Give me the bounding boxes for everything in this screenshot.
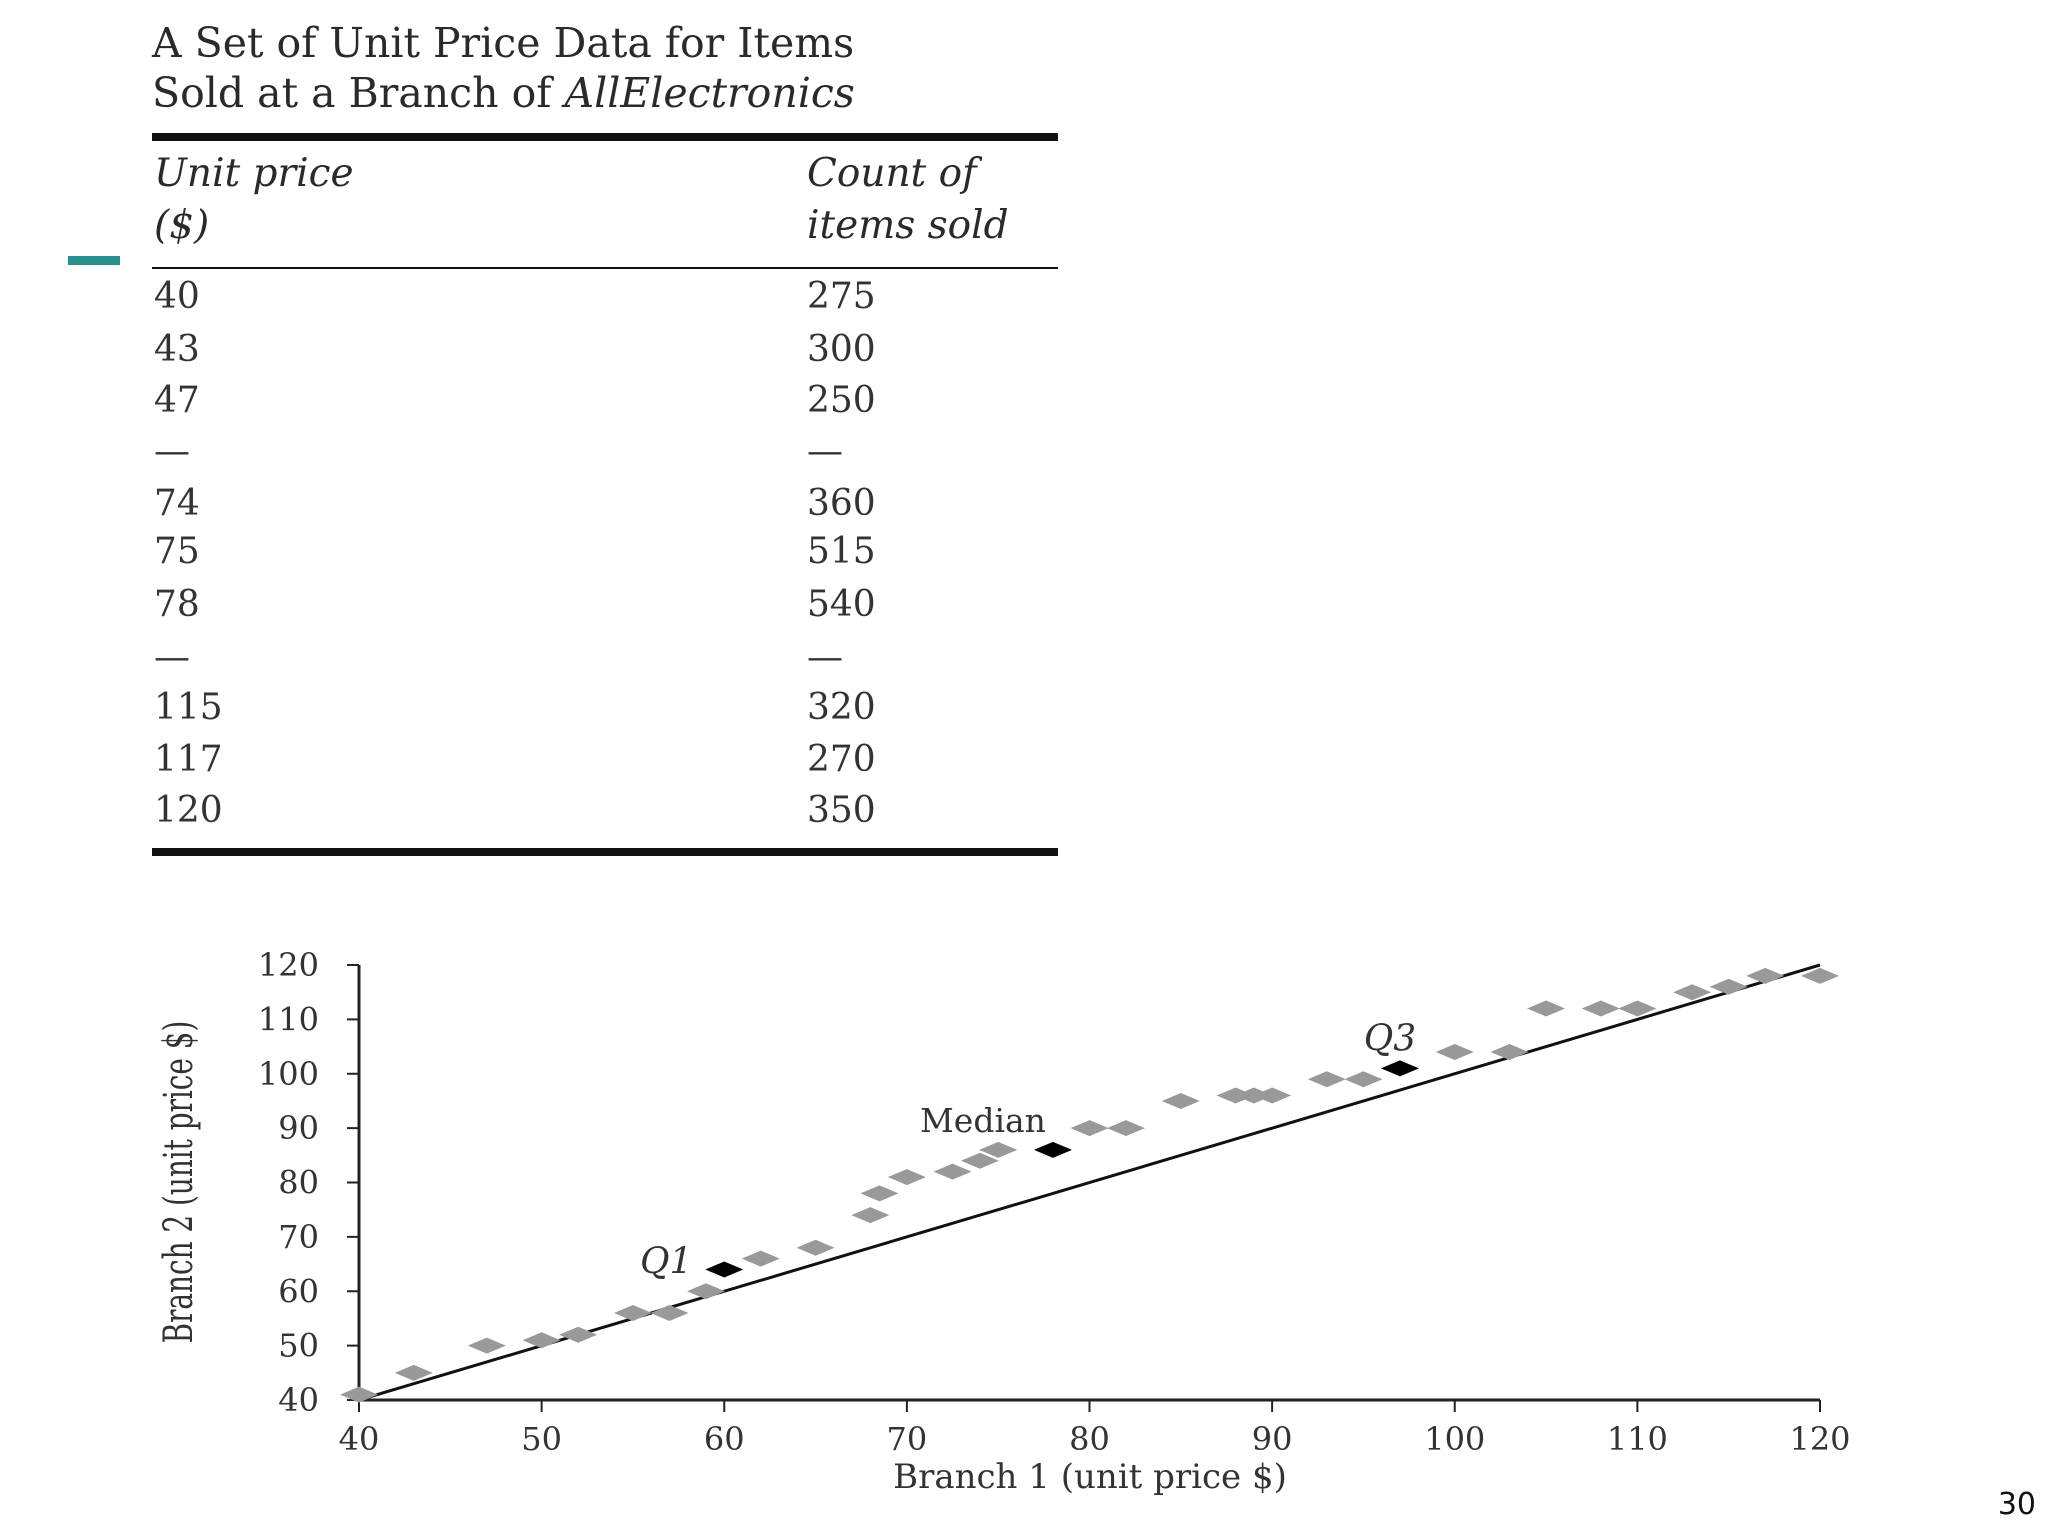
table-title: A Set of Unit Price Data for Items Sold … (152, 18, 1072, 118)
data-point (796, 1239, 835, 1256)
x-tick-label: 40 (339, 1420, 380, 1458)
data-point (394, 1364, 433, 1381)
quantile-point (1033, 1141, 1072, 1158)
data-point (1673, 984, 1712, 1001)
table-cell-count: 540 (807, 584, 876, 625)
data-point (1435, 1044, 1474, 1060)
table-cell-unit-price: 47 (154, 380, 200, 421)
data-point (1618, 1000, 1657, 1017)
table-cell-unit-price: 120 (154, 790, 223, 831)
slide-accent-bar (68, 256, 120, 265)
table-title-line-2: Sold at a Branch of AllElectronics (152, 68, 1072, 118)
table-cell-count: 275 (807, 276, 876, 317)
data-point (1161, 1092, 1200, 1109)
data-point (741, 1250, 780, 1267)
table-cell-unit-price: — (154, 637, 190, 678)
table-cell-unit-price: — (154, 431, 190, 472)
table-cell-unit-price: 43 (154, 329, 200, 370)
table-cell-count: 320 (807, 687, 876, 728)
column-header-line: ($) (154, 203, 210, 248)
data-point (650, 1305, 689, 1321)
table-title-prefix: Sold at a Branch of (152, 69, 565, 117)
data-point (1581, 1000, 1620, 1017)
data-point (686, 1283, 725, 1300)
data-point (340, 1386, 378, 1403)
column-header-line: items sold (807, 203, 1009, 248)
x-tick-label: 60 (704, 1420, 745, 1458)
y-tick-label: 90 (278, 1109, 319, 1147)
table-cell-unit-price: 78 (154, 584, 200, 625)
data-point (1070, 1120, 1109, 1137)
data-point (860, 1185, 899, 1202)
x-tick-label: 70 (887, 1420, 928, 1458)
table-bottom-rule (152, 848, 1058, 856)
data-point (1490, 1044, 1529, 1060)
data-point (1253, 1087, 1292, 1104)
data-point (933, 1163, 972, 1180)
y-tick-label: 100 (258, 1055, 319, 1093)
table-cell-count: — (807, 637, 843, 678)
page-number: 30 (1997, 1487, 2036, 1522)
data-point (887, 1169, 926, 1186)
x-axis-label: Branch 1 (unit price $) (893, 1457, 1287, 1497)
table-top-rule (152, 133, 1058, 141)
data-point (1746, 967, 1785, 984)
table-title-company: AllElectronics (564, 69, 855, 117)
reference-line (358, 963, 1821, 1402)
axis-ticks: 40 50 60 70 80 90 100 110 120 40 50 60 70 80 90 100 110 1… (258, 946, 1851, 1458)
quantile-label: Q3 (1364, 1018, 1416, 1059)
table-cell-unit-price: 115 (154, 687, 223, 728)
x-tick-label: 80 (1069, 1420, 1110, 1458)
table-cell-unit-price: 40 (154, 276, 200, 317)
data-point (1527, 1000, 1566, 1017)
qq-plot-chart: 40 50 60 70 80 90 100 110 120 40 50 60 70 80 90 100 110 1… (156, 946, 1851, 1497)
column-header-line: Count of (807, 151, 977, 196)
table-cell-unit-price: 75 (154, 531, 200, 572)
y-tick-label: 80 (278, 1164, 319, 1202)
quantile-point (705, 1261, 744, 1278)
column-header-line: Unit price (154, 151, 354, 196)
table-cell-count: 270 (807, 739, 876, 780)
data-point (1344, 1071, 1383, 1088)
quantile-point (1380, 1060, 1419, 1077)
table-title-line-1: A Set of Unit Price Data for Items (152, 19, 855, 67)
data-point (1307, 1071, 1346, 1088)
y-tick-label: 50 (278, 1327, 319, 1365)
y-tick-label: 120 (258, 946, 319, 984)
data-point (960, 1152, 999, 1169)
data-point (613, 1305, 652, 1321)
x-tick-label: 100 (1424, 1420, 1485, 1458)
data-point (522, 1332, 561, 1349)
table-cell-count: 350 (807, 790, 876, 831)
x-tick-label: 50 (521, 1420, 562, 1458)
x-tick-label: 110 (1607, 1420, 1668, 1458)
quantile-label: Q1 (640, 1242, 692, 1283)
data-point (467, 1337, 506, 1354)
table-cell-count: — (807, 431, 843, 472)
data-point (851, 1207, 890, 1224)
y-tick-label: 70 (278, 1218, 319, 1256)
data-points: Q1 Median Q3 (340, 967, 1839, 1403)
y-tick-label: 40 (278, 1381, 319, 1419)
table-cell-count: 300 (807, 329, 876, 370)
y-axis-label: Branch 2 (unit price $) (156, 1021, 202, 1344)
x-tick-label: 120 (1789, 1420, 1850, 1458)
quantile-label: Median (920, 1101, 1046, 1140)
table-cell-unit-price: 117 (154, 739, 223, 780)
data-point (559, 1326, 598, 1343)
y-tick-label: 60 (278, 1272, 319, 1310)
table-cell-count: 360 (807, 483, 876, 524)
x-tick-label: 90 (1252, 1420, 1293, 1458)
data-point (1709, 978, 1748, 995)
table-cell-unit-price: 74 (154, 483, 200, 524)
data-point (1801, 967, 1839, 984)
data-point (1107, 1120, 1146, 1137)
table-header-rule (152, 267, 1058, 269)
column-header-count: Count of items sold (807, 148, 1009, 252)
data-point (979, 1141, 1018, 1158)
table-cell-count: 250 (807, 380, 876, 421)
y-tick-label: 110 (258, 1000, 319, 1038)
table-cell-count: 515 (807, 531, 876, 572)
column-header-unit-price: Unit price ($) (154, 148, 354, 252)
